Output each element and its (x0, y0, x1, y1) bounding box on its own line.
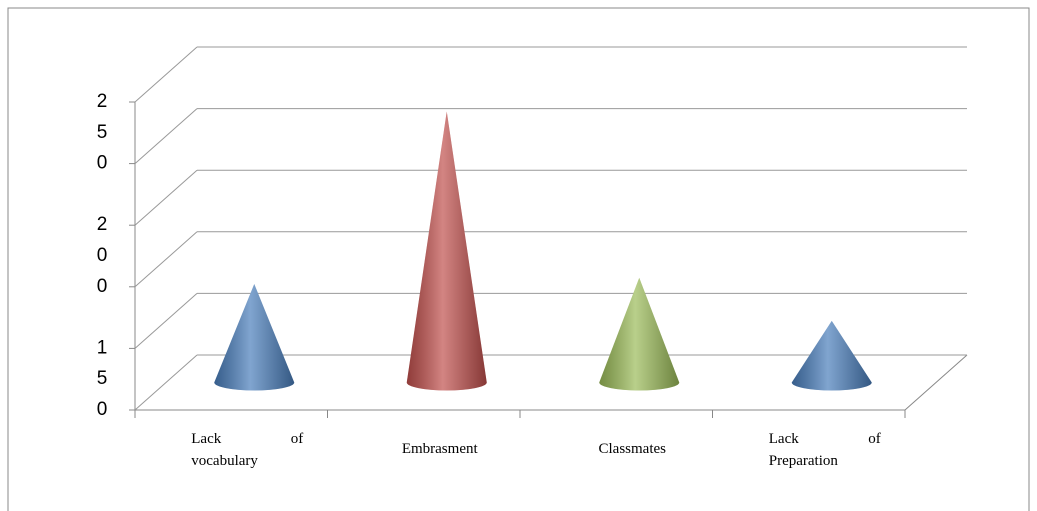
x-tick-label: Lack of vocabulary (191, 431, 304, 469)
y-tick-label: 0 (97, 399, 108, 420)
cone (406, 111, 487, 391)
floor-right (904, 354, 968, 411)
grid-line (134, 354, 198, 411)
x-tick-label: Embrasment (401, 441, 478, 457)
y-tick-label: 0 (97, 153, 108, 174)
cone-shade (214, 283, 295, 391)
y-tick-label: 1 (97, 337, 108, 358)
y-tick-label: 2 (97, 214, 108, 235)
cone-shade (791, 320, 872, 391)
grid-line (134, 293, 198, 349)
x-tick-label: Lack of Preparation (768, 431, 881, 469)
y-tick-label-fragment: 5 (97, 368, 108, 389)
cone (599, 277, 680, 391)
frame (7, 7, 1030, 511)
y-tick-label: 2 (97, 91, 108, 112)
grid-line (134, 231, 198, 288)
grid-line (134, 169, 198, 226)
y-tick-label-fragment: 0 (97, 245, 108, 266)
grid-line (134, 108, 198, 164)
grid-line (134, 46, 198, 103)
y-tick-label: 0 (97, 276, 108, 297)
cone-shade (406, 111, 487, 391)
cone (214, 283, 295, 391)
cone (791, 320, 872, 391)
x-tick-label: Classmates (598, 441, 667, 457)
cone-shade (599, 277, 680, 391)
y-tick-label-fragment: 5 (97, 122, 108, 143)
